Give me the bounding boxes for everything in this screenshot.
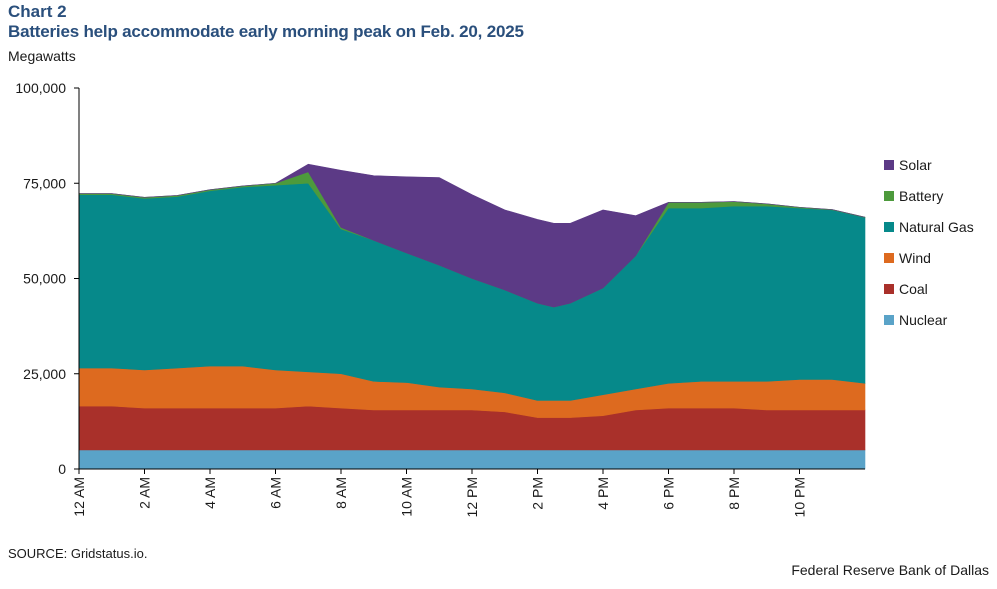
x-tick-label: 10 PM <box>792 477 808 517</box>
y-tick-label: 100,000 <box>15 80 66 96</box>
x-tick-label: 8 AM <box>333 477 349 509</box>
y-tick-label: 0 <box>58 461 66 477</box>
area-solar <box>79 163 866 308</box>
x-tick-label: 6 AM <box>268 477 284 509</box>
legend-label-battery: Battery <box>899 188 943 204</box>
x-tick-label: 6 PM <box>661 477 677 510</box>
chart-title: Batteries help accommodate early morning… <box>8 22 524 41</box>
area-coal <box>78 405 866 451</box>
y-tick-label: 75,000 <box>23 175 66 191</box>
legend-label-solar: Solar <box>899 157 932 173</box>
x-tick-label: 4 PM <box>595 477 611 510</box>
credit-line: Federal Reserve Bank of Dallas <box>791 562 989 578</box>
x-tick-label: 10 AM <box>399 477 415 517</box>
legend-label-coal: Coal <box>899 281 928 297</box>
legend-swatch-natural-gas <box>884 222 894 232</box>
x-tick-label: 8 PM <box>726 477 742 510</box>
legend-swatch-nuclear <box>884 315 894 325</box>
legend-swatch-battery <box>884 191 894 201</box>
x-tick-label: 12 PM <box>464 477 480 517</box>
legend-swatch-coal <box>884 284 894 294</box>
area-nuclear <box>78 449 866 470</box>
legend-swatch-solar <box>884 160 894 170</box>
area-layer <box>78 163 866 470</box>
source-note: SOURCE: Gridstatus.io. <box>8 546 148 561</box>
chart-number: Chart 2 <box>8 2 67 21</box>
y-axis-unit-label: Megawatts <box>8 48 76 64</box>
legend-label-wind: Wind <box>899 250 931 266</box>
x-tick-label: 12 AM <box>71 477 87 517</box>
legend: Solar Battery Natural Gas Wind Coal Nuclear <box>884 157 974 328</box>
axes-layer: 0 25,000 50,000 75,000 100,000 12 AM 2 AM 4 AM 6… <box>15 80 865 517</box>
y-tick-label: 25,000 <box>23 366 66 382</box>
legend-swatch-wind <box>884 253 894 263</box>
x-tick-label: 2 PM <box>530 477 546 510</box>
x-tick-label: 2 AM <box>137 477 153 509</box>
x-tick-label: 4 AM <box>202 477 218 509</box>
y-tick-label: 50,000 <box>23 271 66 287</box>
legend-label-natural-gas: Natural Gas <box>899 219 974 235</box>
legend-label-nuclear: Nuclear <box>899 312 948 328</box>
